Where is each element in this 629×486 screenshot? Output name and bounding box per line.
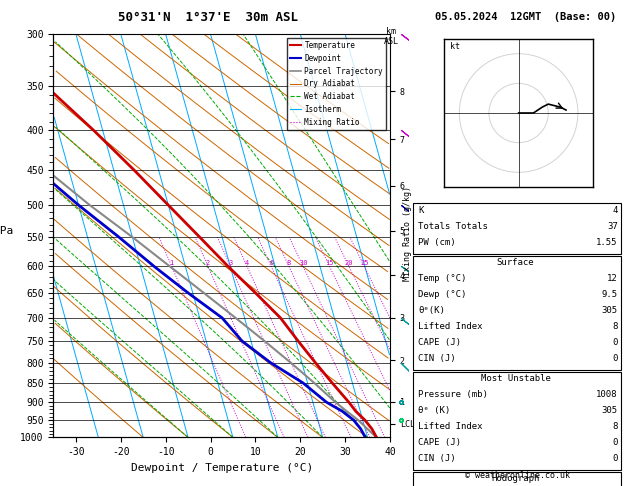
- Text: 0: 0: [612, 354, 618, 364]
- Text: 9.5: 9.5: [601, 290, 618, 299]
- Text: 05.05.2024  12GMT  (Base: 00): 05.05.2024 12GMT (Base: 00): [435, 12, 616, 22]
- Text: Pressure (mb): Pressure (mb): [418, 390, 488, 399]
- Text: 8: 8: [287, 260, 291, 266]
- Text: CIN (J): CIN (J): [418, 454, 456, 464]
- Text: Lifted Index: Lifted Index: [418, 422, 483, 432]
- Text: Lifted Index: Lifted Index: [418, 322, 483, 331]
- Text: PW (cm): PW (cm): [418, 238, 456, 247]
- Text: CAPE (J): CAPE (J): [418, 438, 461, 448]
- X-axis label: Dewpoint / Temperature (°C): Dewpoint / Temperature (°C): [131, 463, 313, 473]
- Text: 1.55: 1.55: [596, 238, 618, 247]
- Legend: Temperature, Dewpoint, Parcel Trajectory, Dry Adiabat, Wet Adiabat, Isotherm, Mi: Temperature, Dewpoint, Parcel Trajectory…: [287, 38, 386, 130]
- Text: Hodograph: Hodograph: [491, 474, 540, 484]
- Text: 37: 37: [607, 222, 618, 231]
- Text: 25: 25: [360, 260, 369, 266]
- Text: 0: 0: [612, 454, 618, 464]
- Text: 0: 0: [612, 438, 618, 448]
- Text: 20: 20: [345, 260, 353, 266]
- Text: km
ASL: km ASL: [384, 27, 399, 46]
- Text: Totals Totals: Totals Totals: [418, 222, 488, 231]
- Text: 1: 1: [170, 260, 174, 266]
- Text: 8: 8: [612, 322, 618, 331]
- Text: θᵉ (K): θᵉ (K): [418, 406, 450, 416]
- Text: © weatheronline.co.uk: © weatheronline.co.uk: [465, 471, 569, 480]
- Text: CIN (J): CIN (J): [418, 354, 456, 364]
- Text: K: K: [418, 206, 424, 215]
- Text: CAPE (J): CAPE (J): [418, 338, 461, 347]
- Text: 2: 2: [206, 260, 210, 266]
- Text: 6: 6: [269, 260, 273, 266]
- Y-axis label: hPa: hPa: [0, 226, 14, 236]
- Text: 15: 15: [325, 260, 334, 266]
- Text: 4: 4: [612, 206, 618, 215]
- Text: 1008: 1008: [596, 390, 618, 399]
- Text: Mixing Ratio (g/kg): Mixing Ratio (g/kg): [403, 186, 412, 281]
- Text: 0: 0: [612, 338, 618, 347]
- Text: θᵉ(K): θᵉ(K): [418, 306, 445, 315]
- Text: 4: 4: [245, 260, 249, 266]
- Text: Temp (°C): Temp (°C): [418, 274, 467, 283]
- Text: 12: 12: [607, 274, 618, 283]
- Text: 305: 305: [601, 306, 618, 315]
- Text: Surface: Surface: [497, 258, 534, 267]
- Text: 10: 10: [299, 260, 307, 266]
- Text: Dewp (°C): Dewp (°C): [418, 290, 467, 299]
- Text: Most Unstable: Most Unstable: [481, 374, 550, 383]
- Text: 8: 8: [612, 422, 618, 432]
- Text: 305: 305: [601, 406, 618, 416]
- Text: 50°31'N  1°37'E  30m ASL: 50°31'N 1°37'E 30m ASL: [118, 11, 298, 23]
- Text: 3: 3: [228, 260, 233, 266]
- Text: kt: kt: [450, 42, 460, 51]
